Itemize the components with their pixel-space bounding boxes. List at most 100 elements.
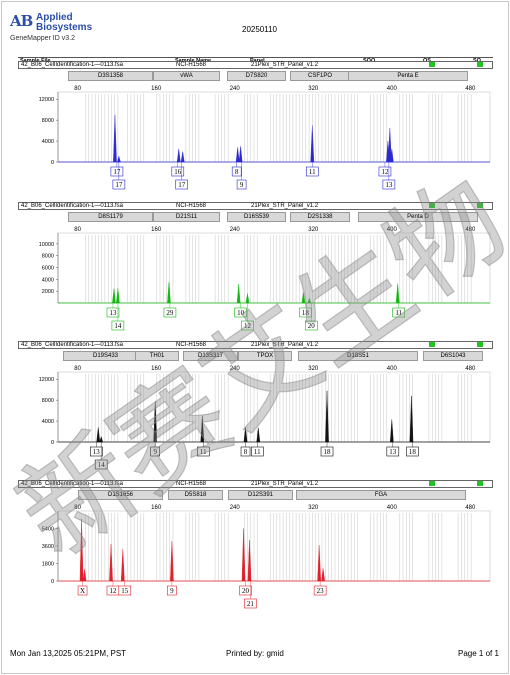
allele-box[interactable] bbox=[171, 166, 185, 177]
peak bbox=[310, 125, 315, 163]
x-tick-label: 480 bbox=[465, 505, 476, 511]
allele-box[interactable] bbox=[150, 446, 160, 457]
allele-label: 17 bbox=[113, 168, 121, 176]
allele-box[interactable] bbox=[167, 585, 177, 596]
marker-tpox[interactable]: TPOX bbox=[238, 351, 292, 361]
peak bbox=[321, 568, 325, 582]
peak bbox=[79, 518, 84, 582]
allele-box[interactable] bbox=[118, 585, 132, 596]
allele-box[interactable] bbox=[231, 166, 242, 177]
allele-box[interactable] bbox=[175, 179, 189, 190]
allele-label: 11 bbox=[309, 168, 316, 176]
allele-box[interactable] bbox=[89, 446, 103, 457]
allele-box[interactable] bbox=[382, 179, 396, 190]
marker-bar: D8S1179 D21S11 D16S539 D2S1338 Penta D bbox=[18, 212, 493, 224]
marker-fga[interactable]: FGA bbox=[296, 490, 466, 500]
peak bbox=[82, 569, 87, 582]
marker-d8s1179[interactable]: D8S1179 bbox=[68, 212, 153, 222]
allele-label: 9 bbox=[240, 181, 244, 189]
allele-label: 23 bbox=[317, 587, 325, 595]
allele-box[interactable] bbox=[111, 320, 125, 331]
marker-d6s1043[interactable]: D6S1043 bbox=[423, 351, 483, 361]
sample-file: 42_B06_CellIdentification-1—0113.fsa bbox=[21, 62, 123, 68]
peak bbox=[120, 548, 125, 582]
allele-box[interactable] bbox=[378, 166, 392, 177]
y-tick-label: 10000 bbox=[39, 242, 54, 248]
allele-box[interactable] bbox=[239, 585, 252, 596]
allele-box[interactable] bbox=[305, 166, 319, 177]
allele-box[interactable] bbox=[241, 320, 254, 331]
marker-d3s1358[interactable]: D3S1358 bbox=[68, 71, 153, 81]
allele-box[interactable] bbox=[305, 320, 318, 331]
marker-d21s11[interactable]: D21S11 bbox=[153, 212, 220, 222]
brand-line1: Applied bbox=[36, 12, 73, 23]
allele-label: 18 bbox=[324, 448, 332, 456]
marker-d7s820[interactable]: D7S820 bbox=[227, 71, 286, 81]
marker-d1s1656[interactable]: D1S1656 bbox=[78, 490, 163, 500]
sample-name: NCI-H1568 bbox=[176, 203, 207, 209]
allele-box[interactable] bbox=[406, 446, 419, 457]
allele-box[interactable] bbox=[163, 307, 177, 318]
allele-label: 20 bbox=[308, 322, 316, 330]
allele-box[interactable] bbox=[244, 598, 257, 609]
panel-name: 21Plex_STR_Panel_v1.2 bbox=[251, 342, 319, 348]
sq-flag-icon bbox=[477, 481, 483, 486]
applied-biosystems-logo: AB Applied Biosystems bbox=[10, 12, 130, 48]
marker-vwa[interactable]: vWA bbox=[153, 71, 220, 81]
allele-box[interactable] bbox=[112, 179, 126, 190]
allele-label: 13 bbox=[389, 448, 397, 456]
sq-flag-icon bbox=[477, 203, 483, 208]
allele-box[interactable] bbox=[234, 307, 247, 318]
allele-label: 13 bbox=[93, 448, 101, 456]
sample-info-row: 42_B06_CellIdentification-1—0113.fsa NCI-… bbox=[18, 341, 493, 349]
x-tick-label: 240 bbox=[230, 366, 241, 372]
marker-penta-d[interactable]: Penta D bbox=[358, 212, 478, 222]
marker-bar: D19S433 TH01 D13S317 TPOX D18S51 D6S1043 bbox=[18, 351, 493, 363]
allele-box[interactable] bbox=[313, 585, 327, 596]
panel-name: 21Plex_STR_Panel_v1.2 bbox=[251, 203, 319, 209]
peak bbox=[409, 395, 414, 443]
x-tick-label: 400 bbox=[387, 366, 398, 372]
plot-frame bbox=[57, 371, 491, 443]
x-tick-label: 240 bbox=[230, 505, 241, 511]
allele-label: 17 bbox=[115, 181, 123, 189]
marker-d16s539[interactable]: D16S539 bbox=[227, 212, 286, 222]
x-tick-label: 160 bbox=[151, 227, 162, 233]
peak bbox=[153, 401, 158, 443]
panel-blue: 42_B06_CellIdentification-1—0113.fsa NCI-… bbox=[18, 61, 493, 196]
peak bbox=[247, 540, 252, 582]
allele-box[interactable] bbox=[106, 307, 120, 318]
peak bbox=[176, 148, 181, 163]
sample-info-row: 42_B06_CellIdentification-1—0113.fsa NCI-… bbox=[18, 202, 493, 210]
software-version: GeneMapper ID v3.2 bbox=[10, 35, 75, 42]
panel-name: 21Plex_STR_Panel_v1.2 bbox=[251, 62, 319, 68]
allele-label: 16 bbox=[174, 168, 182, 176]
allele-box[interactable] bbox=[236, 179, 247, 190]
allele-label: X bbox=[80, 587, 85, 595]
bin-lines bbox=[85, 94, 472, 162]
marker-d12s391[interactable]: D12S391 bbox=[228, 490, 293, 500]
allele-label: 11 bbox=[395, 309, 402, 317]
allele-box[interactable] bbox=[392, 307, 405, 318]
allele-box[interactable] bbox=[320, 446, 334, 457]
allele-box[interactable] bbox=[77, 585, 88, 596]
allele-box[interactable] bbox=[110, 166, 124, 177]
allele-box[interactable] bbox=[386, 446, 400, 457]
x-tick-label: 80 bbox=[74, 227, 81, 233]
marker-penta-e[interactable]: Penta E bbox=[348, 71, 468, 81]
y-tick-label: 12000 bbox=[39, 377, 54, 383]
marker-d18s51[interactable]: D18S51 bbox=[298, 351, 418, 361]
marker-d2s1338[interactable]: D2S1338 bbox=[290, 212, 350, 222]
sq-flag-icon bbox=[477, 342, 483, 347]
marker-d5s818[interactable]: D5S818 bbox=[168, 490, 223, 500]
allele-box[interactable] bbox=[240, 446, 251, 457]
marker-csf1po[interactable]: CSF1PO bbox=[290, 71, 350, 81]
allele-box[interactable] bbox=[251, 446, 264, 457]
y-tick-label: 8000 bbox=[42, 398, 54, 404]
allele-label: 14 bbox=[98, 461, 106, 469]
marker-d13s317[interactable]: D13S317 bbox=[183, 351, 238, 361]
marker-th01[interactable]: TH01 bbox=[135, 351, 179, 361]
allele-box[interactable] bbox=[197, 446, 210, 457]
allele-box[interactable] bbox=[94, 459, 108, 470]
